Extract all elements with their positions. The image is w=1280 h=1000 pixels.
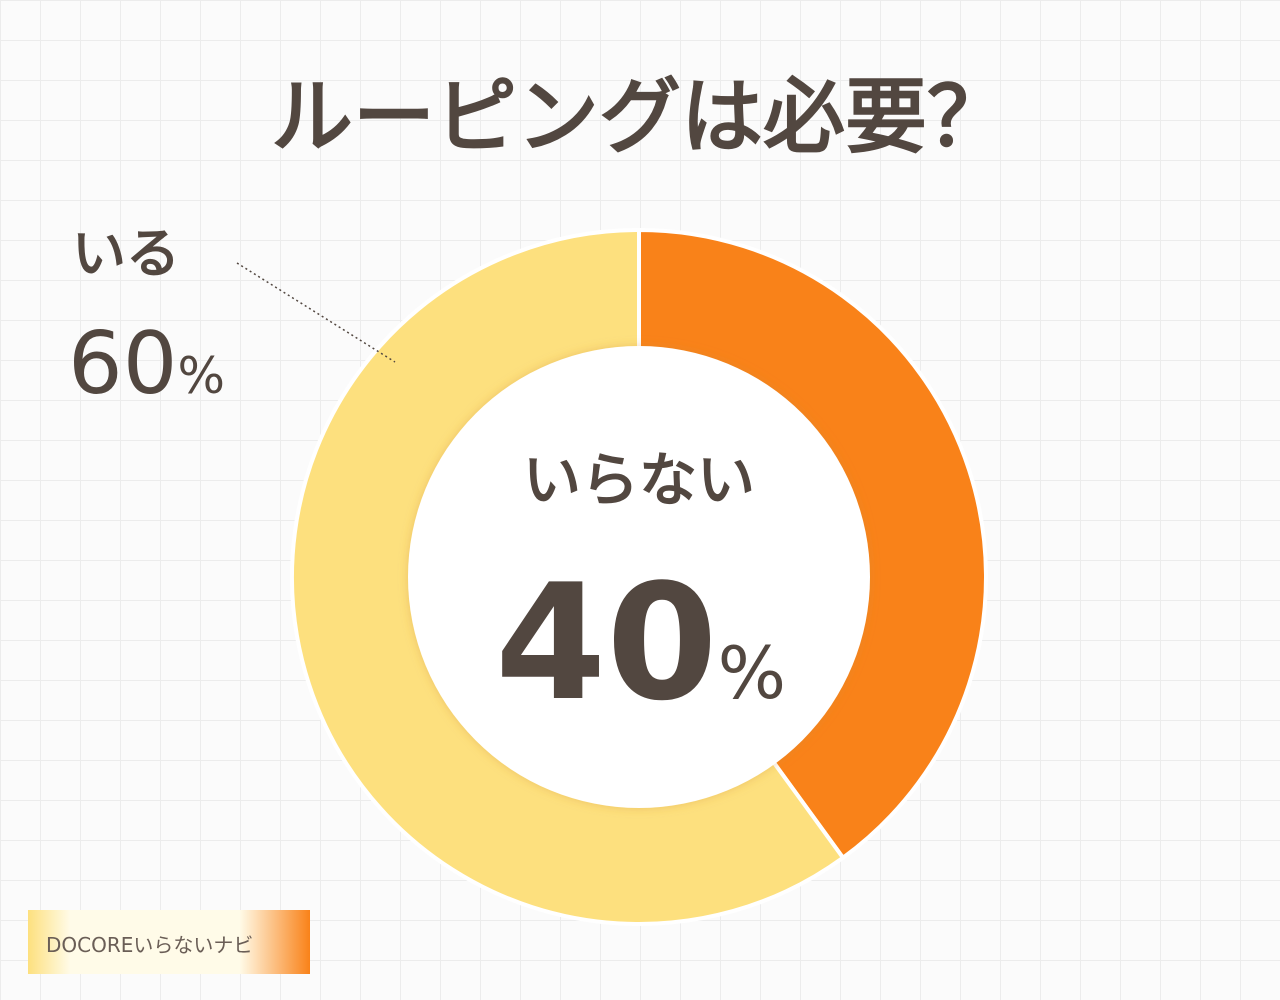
- value-label: 40%: [495, 549, 786, 736]
- center-label: いらない: [523, 446, 755, 514]
- watermark-bg: [28, 910, 310, 974]
- donut-hole: [408, 346, 870, 808]
- legend-label: いる: [72, 222, 180, 285]
- leader-line: [236, 262, 396, 363]
- value-label: 60%: [68, 314, 225, 414]
- watermark: DOCOREいらないナビ: [46, 933, 253, 957]
- chart-title: ルーピングは必要？: [271, 70, 1009, 165]
